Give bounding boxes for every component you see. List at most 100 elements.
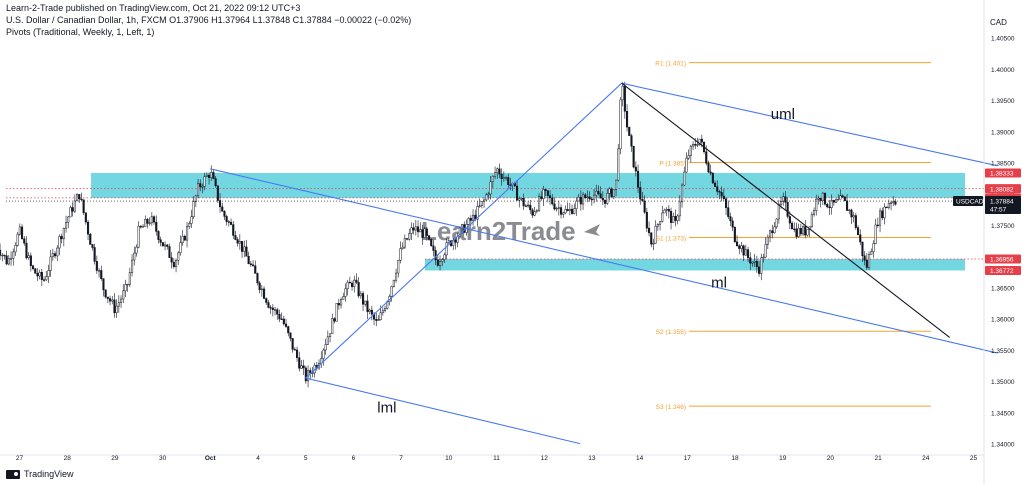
candle-body <box>214 178 217 187</box>
candle-body <box>38 271 41 277</box>
candle-body <box>362 293 365 305</box>
candle-body <box>32 265 35 269</box>
channel-label-ml: ml <box>711 274 727 291</box>
candle-body <box>225 216 228 222</box>
current-symbol-tag <box>953 196 983 207</box>
candle-body <box>410 227 413 234</box>
candle-body <box>219 200 222 208</box>
candle-body <box>562 212 565 215</box>
trendline-lml[interactable] <box>305 377 581 445</box>
candle-body <box>221 206 224 212</box>
candle-body <box>498 168 501 175</box>
candle-body <box>126 284 129 286</box>
candle-body <box>245 246 248 257</box>
candle-body <box>859 234 862 243</box>
trendline-downtrend[interactable] <box>621 82 950 338</box>
time-tick-label: 12 <box>541 455 549 462</box>
candle-body <box>276 309 279 315</box>
trendline-ml[interactable] <box>210 168 998 354</box>
candle-body <box>150 216 153 224</box>
candle-body <box>425 228 428 236</box>
candle-body <box>804 226 807 236</box>
price-tick-label: 1.34500 <box>991 410 1015 417</box>
candle-body <box>729 216 732 222</box>
candle-body <box>406 238 409 240</box>
zone-1 <box>91 172 966 198</box>
candle-body <box>738 245 741 249</box>
candle-body <box>619 99 622 150</box>
candle-body <box>183 235 186 241</box>
candle-body <box>201 186 204 188</box>
candle-body <box>535 210 538 212</box>
time-tick-label: Oct <box>205 455 217 462</box>
candle-body <box>579 196 582 205</box>
candle-body <box>531 209 534 216</box>
labels-layer: R1 (1.401) P (1.385) S1 (1.373) S2 (1.358) S… <box>377 61 795 417</box>
trendline-uml[interactable] <box>621 82 998 167</box>
candle-body <box>742 245 745 256</box>
candle-body <box>516 185 519 201</box>
price-tag-box <box>985 168 1021 178</box>
candle-body <box>249 263 252 266</box>
time-tick-label: 13 <box>588 455 596 462</box>
candle-body <box>491 175 494 183</box>
candle-body <box>370 309 373 315</box>
candle-body <box>216 185 219 201</box>
candle-body <box>414 226 417 231</box>
symbol-ohlc-line[interactable]: U.S. Dollar / Canadian Dollar, 1h, FXCM … <box>6 15 412 25</box>
candle-body <box>199 183 202 188</box>
candle-body <box>293 349 296 351</box>
candle-body <box>557 207 560 209</box>
candle-body <box>36 273 39 277</box>
price-tag-box <box>985 254 1021 264</box>
candle-body <box>60 236 63 240</box>
candle-body <box>104 289 107 298</box>
candle-body <box>861 241 864 257</box>
candle-body <box>159 239 162 243</box>
candle-body <box>397 260 400 274</box>
candle-body <box>573 208 576 214</box>
candle-body <box>335 303 338 322</box>
price-tag-box <box>985 184 1021 194</box>
candle-body <box>87 221 90 235</box>
candle-body <box>606 193 609 204</box>
tradingview-logo-icon <box>6 469 20 479</box>
candle-body <box>436 259 439 266</box>
candle-body <box>238 241 241 244</box>
candle-body <box>837 198 840 201</box>
candle-body <box>681 184 684 203</box>
candle-body <box>122 290 125 300</box>
current-price-tag <box>985 196 1021 215</box>
candle-body <box>395 272 398 281</box>
candle-body <box>868 254 871 268</box>
candle-body <box>733 226 736 243</box>
candle-body <box>793 228 796 230</box>
candle-body <box>604 199 607 204</box>
candle-body <box>271 307 274 310</box>
candle-body <box>241 241 244 252</box>
candle-body <box>0 249 2 256</box>
time-tick-label: 4 <box>256 455 260 462</box>
candle-body <box>634 166 637 172</box>
candle-body <box>153 216 156 223</box>
candle-body <box>740 245 743 249</box>
candle-body <box>775 218 778 228</box>
candle-body <box>494 172 497 177</box>
levels-layer <box>6 62 984 407</box>
candle-body <box>555 207 558 210</box>
price-tag-value: 1.36772 <box>990 268 1014 275</box>
indicator-line[interactable]: Pivots (Traditional, Weekly, 1, Left, 1) <box>6 27 155 37</box>
candle-body <box>296 349 299 358</box>
candle-body <box>181 235 184 243</box>
candle-body <box>205 174 208 177</box>
candle-body <box>265 298 268 303</box>
candle-body <box>23 238 26 244</box>
trendline-handle[interactable] <box>305 82 623 379</box>
channel-label-lml: lml <box>377 399 396 416</box>
candle-body <box>274 309 277 311</box>
candle-body <box>857 227 860 236</box>
candle-body <box>326 336 329 345</box>
footer-brand[interactable]: TradingView <box>6 469 74 479</box>
drawing-lines-layer <box>210 82 998 445</box>
